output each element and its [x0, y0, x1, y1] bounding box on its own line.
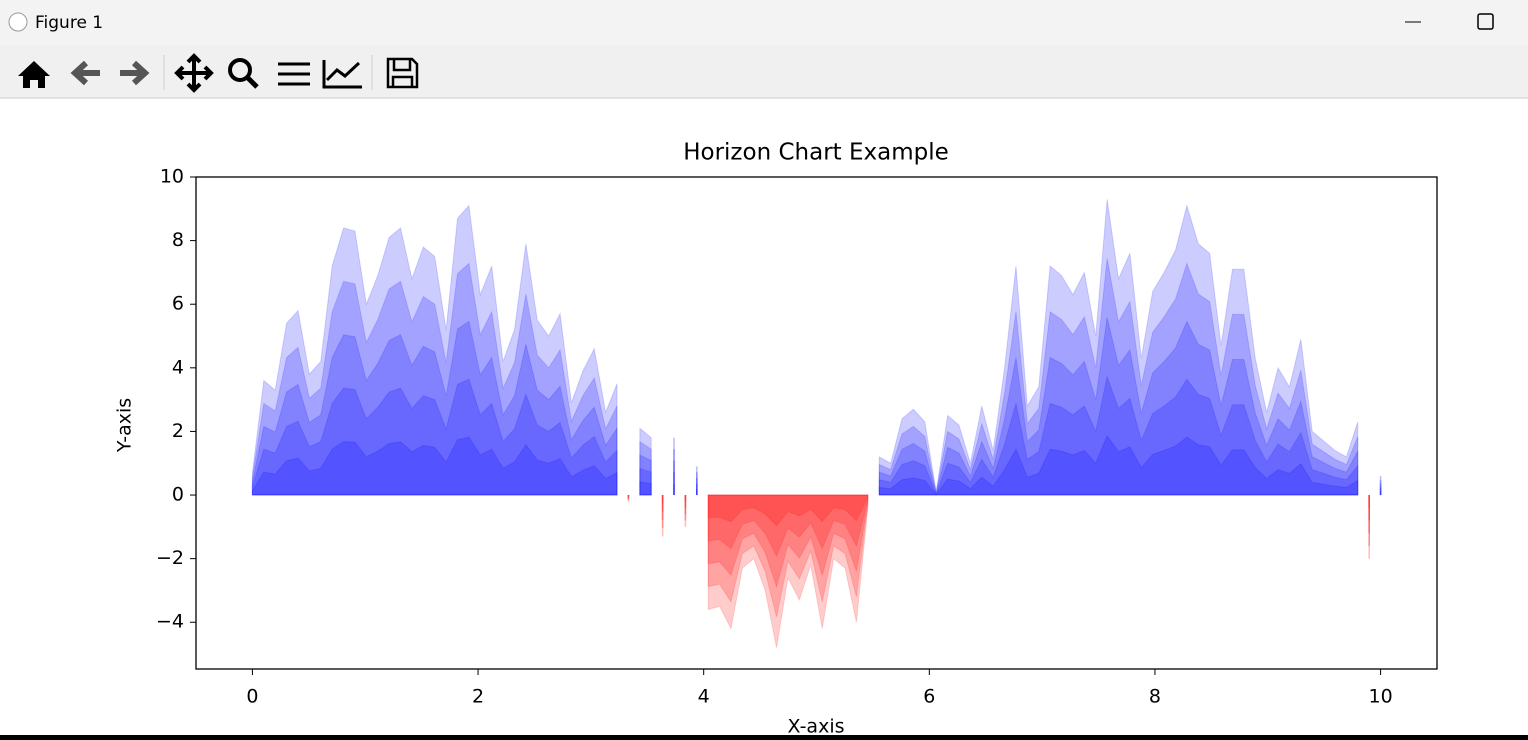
horizon-band: [251, 262, 618, 496]
forward-button[interactable]: [120, 60, 150, 86]
y-tick-label: 10: [160, 166, 184, 188]
maximize-button[interactable]: [1477, 13, 1494, 30]
bottom-bar: [0, 735, 1528, 740]
horizon-band: [639, 481, 652, 496]
configure-button[interactable]: [278, 62, 310, 86]
y-tick-label: 4: [172, 356, 184, 378]
horizon-band: [639, 467, 652, 496]
horizon-band: [878, 434, 1359, 496]
x-tick-label: 8: [1149, 686, 1161, 708]
horizon-band: [707, 494, 869, 527]
x-tick-label: 2: [472, 686, 484, 708]
x-tick-label: 0: [246, 686, 258, 708]
x-tick-label: 10: [1368, 686, 1392, 708]
y-axis-label: Y-axis: [114, 398, 136, 453]
x-axis-label: X-axis: [788, 716, 845, 738]
window-title: Figure 1: [35, 13, 103, 33]
x-tick-label: 6: [923, 686, 935, 708]
y-tick-label: −2: [156, 547, 184, 569]
horizon-band: [251, 204, 618, 496]
y-tick-label: −4: [156, 611, 184, 633]
horizon-band: [639, 427, 652, 496]
y-tick-label: 6: [172, 293, 184, 315]
horizon-band: [251, 378, 618, 496]
y-tick-label: 8: [172, 229, 184, 251]
horizon-band: [878, 199, 1359, 496]
horizon-band: [878, 374, 1359, 496]
toolbar: [0, 45, 1528, 98]
plot-frame: [195, 176, 1438, 670]
zoom-button[interactable]: [228, 58, 252, 82]
horizon-band: [639, 440, 652, 496]
save-button[interactable]: [386, 57, 419, 89]
x-tick-label: 4: [698, 686, 710, 708]
horizon-band: [878, 317, 1359, 496]
horizon-band: [251, 436, 618, 496]
zoom-handle: [245, 75, 259, 89]
horizon-band: [639, 454, 652, 496]
title-bar: [0, 0, 1528, 45]
horizon-band: [707, 494, 869, 618]
y-tick-label: 0: [172, 484, 184, 506]
horizon-band: [251, 320, 618, 496]
horizon-band: [707, 494, 869, 558]
horizon-band: [878, 258, 1359, 496]
home-button[interactable]: [18, 61, 50, 88]
edit-axis-button[interactable]: [322, 60, 362, 89]
y-tick-label: 2: [172, 420, 184, 442]
horizon-band: [707, 494, 869, 648]
horizon-band: [707, 494, 869, 589]
app-icon: [8, 12, 28, 32]
back-button[interactable]: [70, 60, 100, 86]
chart-title: Horizon Chart Example: [683, 140, 949, 166]
pan-button[interactable]: [174, 53, 214, 93]
